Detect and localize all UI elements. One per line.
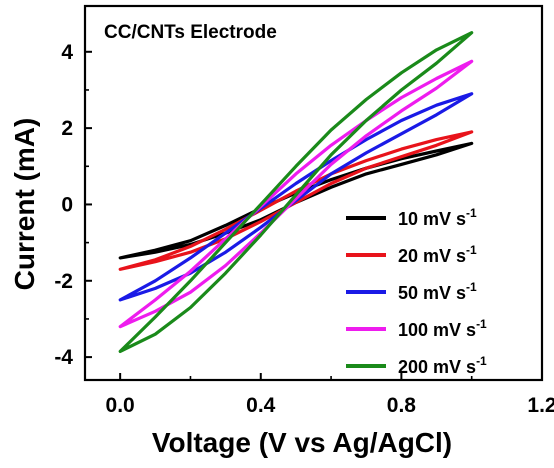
y-tick-label: -2 xyxy=(54,270,73,293)
legend: 10 mV s-1 20 mV s-1 50 mV s-1 100 mV s-1 200… xyxy=(346,206,487,377)
x-axis-title: Voltage (V vs Ag/AgCl) xyxy=(152,427,452,458)
x-tick-label: 0.8 xyxy=(387,394,417,417)
legend-label-3: 50 mV s-1 xyxy=(398,280,477,303)
x-tick-label: 0.0 xyxy=(106,394,135,417)
y-tick-label: 0 xyxy=(61,193,73,216)
legend-label-1: 10 mV s-1 xyxy=(398,206,477,229)
cv-curves xyxy=(118,31,474,353)
cv-curve-3 xyxy=(118,92,474,302)
legend-label-4: 100 mV s-1 xyxy=(398,317,487,340)
cv-curve-5 xyxy=(118,31,474,353)
plot-frame xyxy=(83,4,544,382)
legend-label-5: 200 mV s-1 xyxy=(398,354,487,377)
ticks: 0.0 0.4 0.8 1.2 -4 -2 0 2 4 xyxy=(54,41,554,417)
y-axis-title: Current (mA) xyxy=(9,118,40,291)
chart-title: CC/CNTs Electrode xyxy=(104,22,277,43)
legend-label-2: 20 mV s-1 xyxy=(398,243,477,266)
y-tick-label: 4 xyxy=(61,41,73,64)
x-tick-label: 0.4 xyxy=(246,394,276,417)
x-tick-label: 1.2 xyxy=(527,394,554,417)
y-tick-label: 2 xyxy=(61,117,73,140)
axes xyxy=(83,4,544,382)
y-tick-label: -4 xyxy=(54,346,73,369)
